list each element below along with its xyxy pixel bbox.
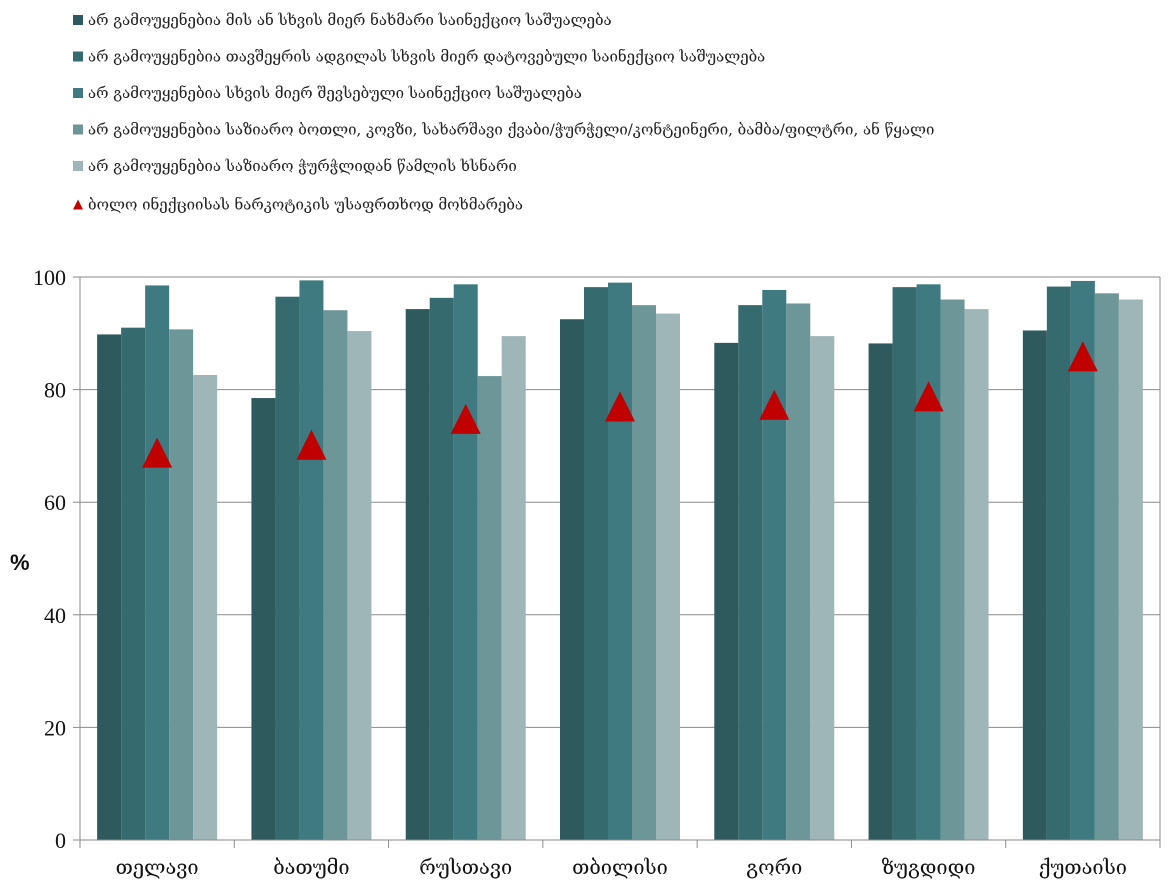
- y-tick-label: 60: [44, 490, 66, 515]
- legend-entry: არ გამოუყენებია საზიარო ბოთლი, კოვზი, სა…: [88, 121, 934, 139]
- bar: [145, 285, 170, 840]
- bar: [169, 329, 194, 840]
- x-tick-label: ქუთაისი: [1039, 855, 1127, 879]
- bar: [323, 310, 348, 840]
- bar: [477, 376, 502, 840]
- bar: [656, 313, 680, 841]
- bar: [251, 398, 276, 840]
- x-tick-label: თბილისი: [572, 855, 668, 879]
- bars: [97, 280, 1143, 841]
- bar: [738, 305, 763, 840]
- bar: [1046, 286, 1071, 840]
- legend-marker-icon: [73, 199, 83, 210]
- bar: [429, 297, 454, 840]
- bar: [964, 309, 989, 840]
- y-axis-label: %: [10, 550, 30, 575]
- y-tick-label: 0: [55, 828, 66, 853]
- bar: [1118, 299, 1143, 840]
- axes: 0 20 40 60 80 100 თელავი ბათუმი რუსთავი თბილისი გო…: [33, 265, 1161, 879]
- bar: [1022, 330, 1047, 840]
- y-tick-label: 80: [44, 378, 66, 403]
- y-tick-label: 100: [33, 265, 66, 290]
- legend-entry: არ გამოუყენებია მის ან სხვის მიერ ნახმარ…: [88, 11, 612, 29]
- legend-swatch: [73, 161, 83, 171]
- bar: [916, 284, 941, 841]
- bar: [714, 342, 739, 840]
- marker-triangle: [450, 403, 481, 434]
- legend: არ გამოუყენებია მის ან სხვის მიერ ნახმარ…: [73, 11, 934, 214]
- y-tick-label: 20: [44, 715, 66, 740]
- bar: [892, 287, 917, 840]
- y-tick-label: 40: [44, 603, 66, 628]
- bar: [868, 343, 893, 840]
- bar: [299, 280, 324, 840]
- legend-entry: არ გამოუყენებია საზიარო ჭურჭლიდან წამლის…: [88, 157, 517, 175]
- bar: [501, 336, 526, 840]
- marker-triangle: [142, 437, 173, 468]
- legend-entry: ბოლო ინექციისას ნარკოტიკის უსაფრთხოდ მოხ…: [88, 196, 523, 214]
- marker-triangle: [1067, 341, 1098, 372]
- bar: [1070, 280, 1095, 840]
- bar: [1094, 293, 1119, 840]
- marker-triangle: [296, 429, 327, 460]
- bar: [940, 299, 965, 840]
- bar: [632, 305, 656, 840]
- bar: [347, 331, 372, 840]
- legend-swatch: [73, 51, 83, 62]
- x-tick-label: რუსთავი: [419, 855, 512, 879]
- bar: [608, 282, 632, 840]
- bar: [810, 336, 835, 840]
- legend-swatch: [73, 88, 83, 98]
- bar: [786, 303, 811, 840]
- bar: [193, 374, 218, 840]
- marker-triangle: [913, 381, 944, 412]
- legend-swatch: [73, 15, 83, 25]
- bar: [453, 284, 478, 841]
- bar: [275, 296, 300, 841]
- marker-triangle: [605, 391, 635, 422]
- bar: [560, 319, 584, 841]
- legend-swatch: [73, 124, 83, 135]
- bar: [762, 289, 787, 841]
- legend-entry: არ გამოუყენებია თავშეყრის ადგილას სხვის …: [88, 48, 765, 66]
- x-tick-label: თელავი: [116, 855, 199, 879]
- bar: [121, 327, 146, 840]
- bar: [584, 287, 608, 840]
- x-tick-label: გორი: [746, 855, 802, 879]
- bar: [405, 309, 430, 840]
- legend-entry: არ გამოუყენებია სხვის მიერ შევსებული საი…: [88, 84, 582, 102]
- bar: [97, 334, 122, 840]
- marker-triangle: [759, 389, 790, 420]
- x-tick-label: ზუგდიდი: [882, 855, 976, 879]
- x-tick-label: ბათუმი: [273, 855, 349, 879]
- markers: [142, 341, 1098, 468]
